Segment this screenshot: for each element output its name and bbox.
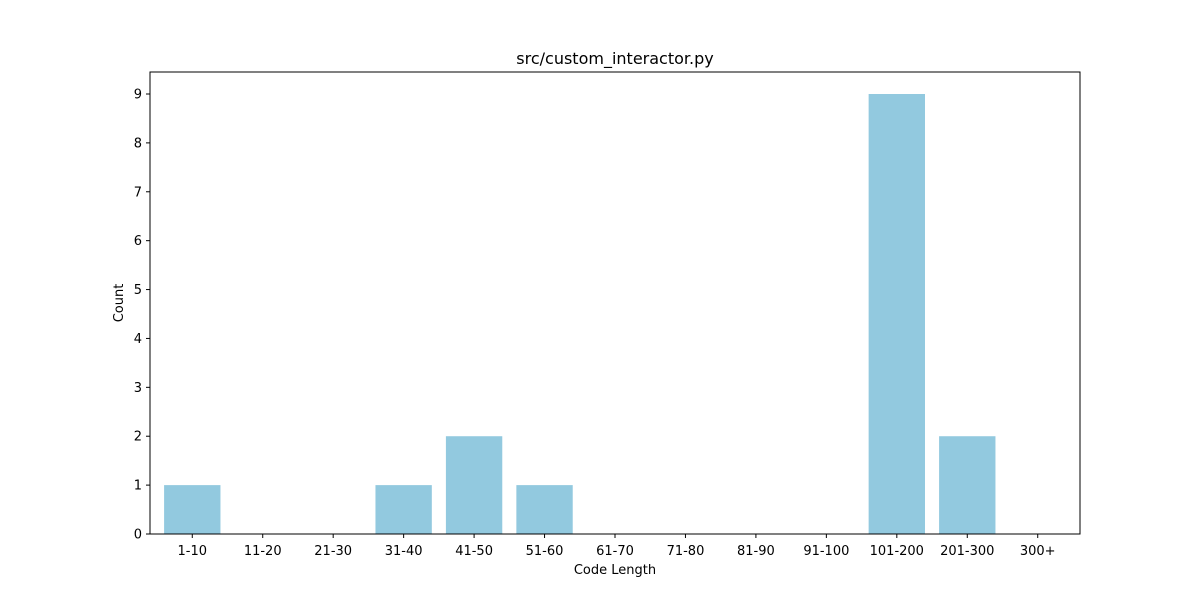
x-tick-label: 31-40 (385, 544, 423, 559)
y-axis-label: Count (112, 284, 127, 323)
x-tick-label: 300+ (1020, 544, 1056, 559)
x-tick-label: 41-50 (455, 544, 493, 559)
bar-101-200 (868, 94, 925, 534)
x-tick-label: 81-90 (737, 544, 775, 559)
bar-31-40 (375, 485, 432, 534)
x-tick-label: 21-30 (314, 544, 352, 559)
x-axis-label: Code Length (574, 563, 656, 578)
y-tick-label: 1 (134, 479, 142, 494)
y-tick-label: 5 (134, 283, 142, 298)
y-tick-label: 0 (134, 528, 142, 543)
bar-41-50 (445, 436, 503, 534)
x-tick-label: 51-60 (526, 544, 564, 559)
y-tick-label: 9 (134, 88, 142, 103)
bars-group (164, 94, 996, 534)
y-tick-label: 2 (134, 430, 142, 445)
x-tick-label: 201-300 (940, 544, 994, 559)
chart-title: src/custom_interactor.py (516, 49, 713, 69)
y-tick-label: 3 (134, 381, 142, 396)
y-tick-label: 4 (134, 332, 142, 347)
x-tick-label: 91-100 (803, 544, 849, 559)
x-tick-label: 11-20 (244, 544, 282, 559)
bar-201-300 (939, 436, 996, 534)
x-tick-label: 71-80 (667, 544, 705, 559)
y-tick-label: 6 (134, 234, 142, 249)
y-tick-label: 7 (134, 185, 142, 200)
x-axis: 1-10 11-20 21-30 31-40 41-50 51-60 61-70 71-80 8… (178, 534, 1056, 559)
y-axis: 0 1 2 3 4 5 6 7 8 9 (134, 88, 150, 543)
y-tick-label: 8 (134, 136, 142, 151)
bar-1-10 (164, 485, 221, 534)
x-tick-label: 101-200 (870, 544, 924, 559)
bar-51-60 (516, 485, 573, 534)
x-tick-label: 61-70 (596, 544, 634, 559)
x-tick-label: 1-10 (178, 544, 208, 559)
